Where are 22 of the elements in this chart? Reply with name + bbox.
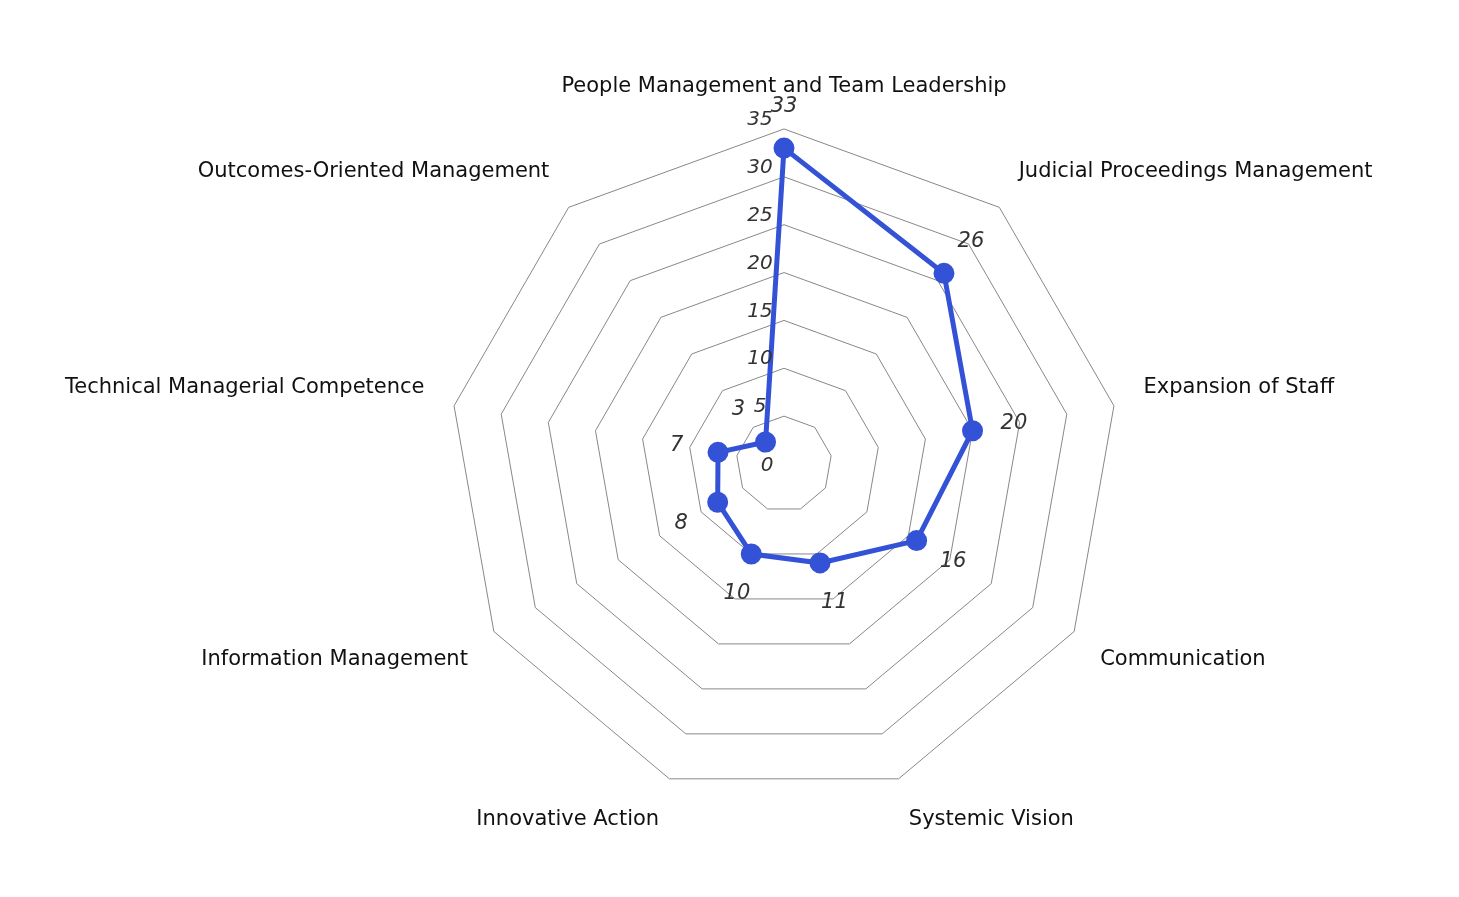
spoke-label: Outcomes-Oriented Management [197, 158, 550, 183]
y-tick-label: 15 [747, 297, 773, 322]
spoke-label: Judicial Proceedings Management [1016, 158, 1373, 183]
data-label: 26 [957, 227, 985, 252]
data-label: 16 [939, 548, 967, 573]
spoke-label: Technical Managerial Competence [64, 374, 425, 399]
data-label: 7 [669, 431, 684, 456]
y-tick-label: 20 [747, 249, 773, 274]
spoke-label: Systemic Vision [908, 806, 1074, 831]
data-label: 11 [821, 588, 848, 613]
spoke-label: Communication [1100, 645, 1266, 670]
data-label: 10 [723, 579, 751, 604]
y-tick-label: 25 [747, 201, 773, 226]
data-label: 8 [674, 509, 688, 534]
y-tick-label: 30 [747, 154, 773, 179]
spoke-label: Information Management [201, 645, 468, 670]
data-label: 20 [1000, 409, 1028, 434]
data-label: 3 [731, 396, 746, 421]
spoke-label: Innovative Action [476, 806, 660, 831]
spoke-label: Expansion of Staff [1143, 374, 1335, 399]
y-tick-label: 0 [760, 452, 774, 477]
y-tick-label: 5 [753, 393, 767, 418]
